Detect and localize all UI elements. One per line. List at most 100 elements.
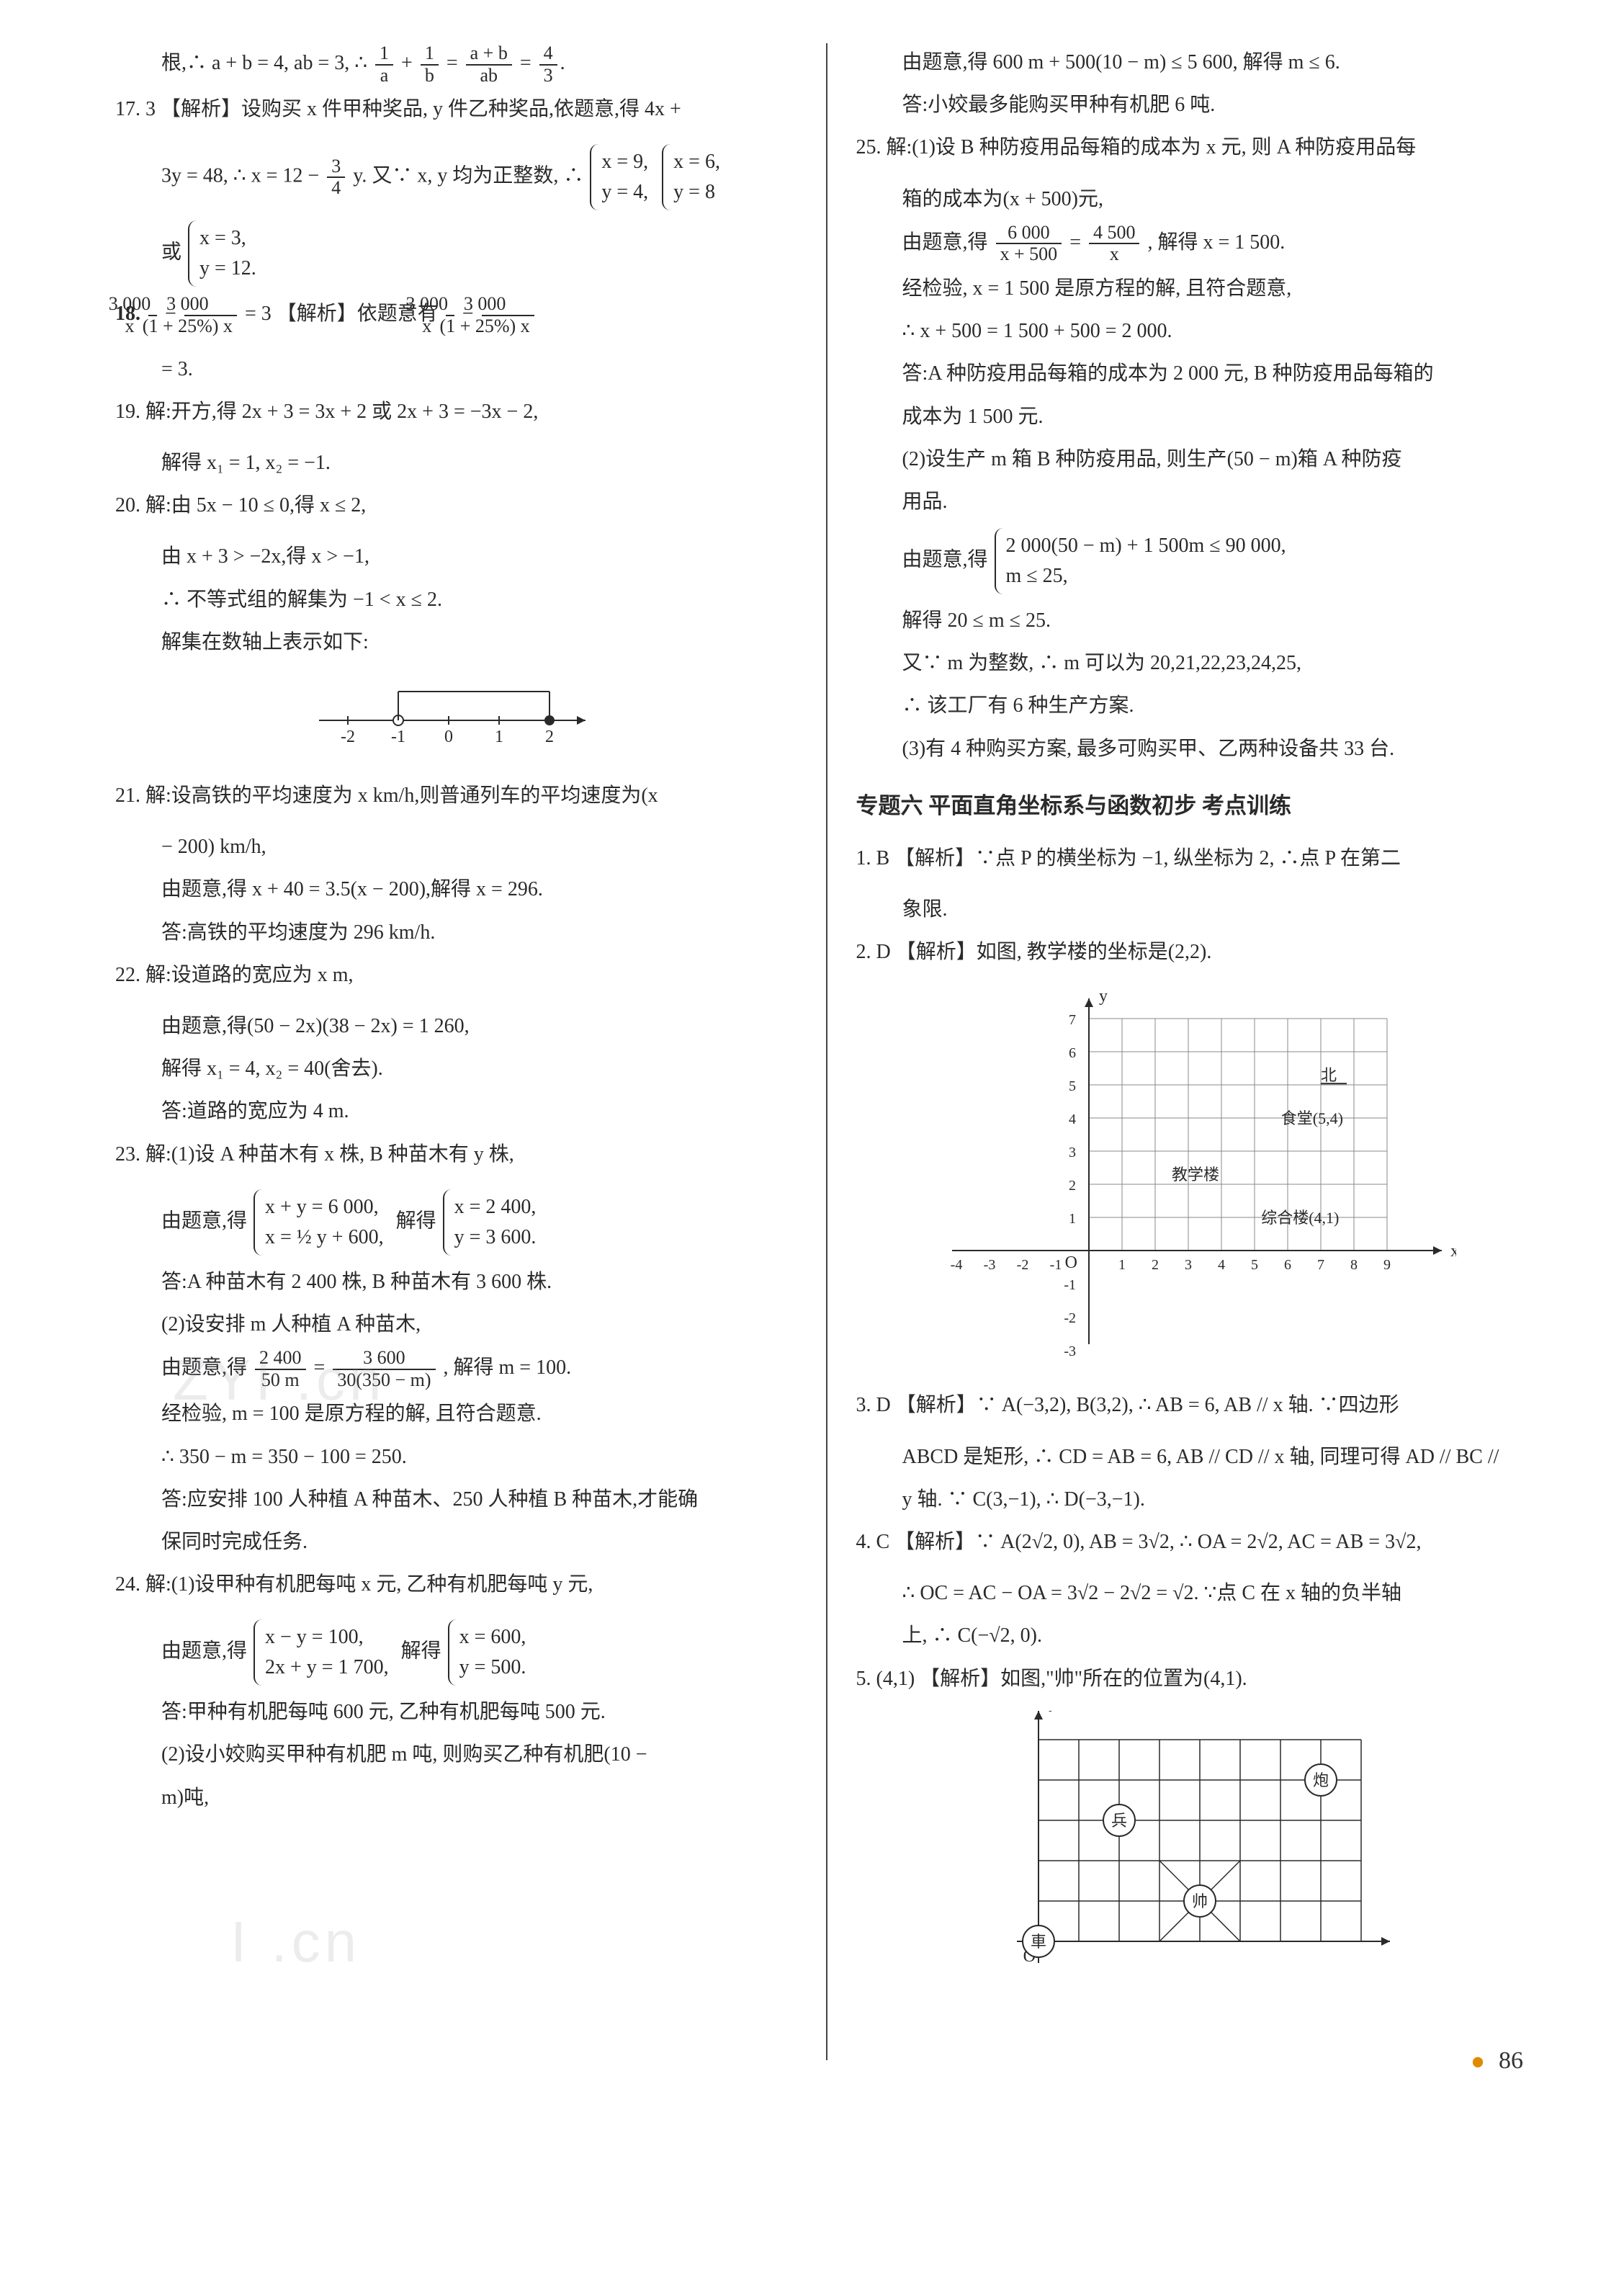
rq3b: ABCD 是矩形, ∴ CD = AB = 6, AB // CD // x 轴… [856, 1438, 1538, 1476]
system: x = 2 400,y = 3 600. [443, 1189, 542, 1256]
q21c: 由题意,得 x + 40 = 3.5(x − 200),解得 x = 296. [115, 870, 797, 908]
q17-line3: 或 x = 3,y = 12. [115, 218, 797, 290]
fraction: 43 [539, 43, 557, 86]
number-line-figure: -2 -1 0 1 2 [115, 670, 797, 762]
fraction: 2 40050 m [255, 1348, 306, 1390]
fraction: 3 000(1 + 25%) x [482, 294, 534, 336]
rq3: 3. D 【解析】∵ A(−3,2), B(3,2), ∴ AB = 6, AB… [856, 1386, 1538, 1424]
q22: 22. 解:设道路的宽应为 x m, [115, 956, 797, 994]
svg-text:8: 8 [1350, 1257, 1358, 1273]
fraction: 3 60030(350 − m) [333, 1348, 435, 1390]
svg-text:-2: -2 [341, 728, 355, 746]
svg-text:5: 5 [1069, 1078, 1076, 1094]
q23f-row: 由题意,得 2 40050 m = 3 60030(350 − m) , 解得 … [115, 1348, 797, 1390]
text: 解得 [401, 1640, 441, 1663]
q19b: 解得 x₁ = 1, x₂ = −1. [115, 444, 797, 482]
q25k-row: 由题意,得 2 000(50 − m) + 1 500m ≤ 90 000,m … [856, 525, 1538, 597]
svg-text:6: 6 [1069, 1045, 1076, 1061]
svg-text:-1: -1 [391, 728, 405, 746]
q23b-row: 由题意,得 x + y = 6 000,x = ½ y + 600, 解得 x … [115, 1186, 797, 1258]
q25m: 又∵ m 为整数, ∴ m 可以为 20,21,22,23,24,25, [856, 644, 1538, 682]
fraction: 4 500x [1089, 223, 1140, 265]
svg-text:0: 0 [444, 728, 453, 746]
system: x = 600,y = 500. [448, 1619, 532, 1686]
svg-text:-3: -3 [983, 1257, 995, 1273]
q24f: m)吨, [115, 1779, 797, 1817]
svg-text:综合楼(4,1): 综合楼(4,1) [1261, 1209, 1339, 1227]
q20d: 解集在数轴上表示如下: [115, 623, 797, 661]
svg-text:7: 7 [1069, 1012, 1076, 1028]
svg-text:7: 7 [1317, 1257, 1324, 1273]
system: x + y = 6 000,x = ½ y + 600, [254, 1189, 390, 1256]
text: 3y = 48, ∴ x = 12 − [161, 165, 319, 187]
svg-text:1: 1 [1069, 1211, 1076, 1227]
q16-tail: 根,∴ a + b = 4, ab = 3, ∴ 1a + 1b = a + b… [115, 43, 797, 86]
text: 解得 [396, 1209, 436, 1232]
page-number: • 86 [1470, 2021, 1523, 2103]
svg-text:5: 5 [1251, 1257, 1258, 1273]
svg-text:車: 車 [1031, 1933, 1046, 1951]
page-number-value: 86 [1499, 2047, 1523, 2074]
q17: 17. 3 【解析】设购买 x 件甲种奖品, y 件乙种奖品,依题意,得 4x … [115, 90, 797, 128]
rq5: 5. (4,1) 【解析】如图,"帅"所在的位置为(4,1). [856, 1660, 1538, 1698]
q23e: (2)设安排 m 人种植 A 种苗木, [115, 1305, 797, 1343]
q25f: ∴ x + 500 = 1 500 + 500 = 2 000. [856, 312, 1538, 350]
svg-text:1: 1 [495, 728, 503, 746]
svg-text:2: 2 [1152, 1257, 1159, 1273]
svg-text:2: 2 [545, 728, 554, 746]
q25o: (3)有 4 种购买方案, 最多可购买甲、乙两种设备共 33 台. [856, 730, 1538, 768]
svg-text:教学楼: 教学楼 [1172, 1166, 1219, 1184]
q25i: (2)设生产 m 箱 B 种防疫用品, 则生产(50 − m)箱 A 种防疫 [856, 440, 1538, 478]
svg-text:4: 4 [1069, 1112, 1076, 1127]
svg-text:北: 北 [1321, 1066, 1337, 1084]
rq4c: 上, ∴ C(−√2, 0). [856, 1616, 1538, 1655]
fraction: 6 000x + 500 [996, 223, 1062, 265]
svg-text:帅: 帅 [1192, 1892, 1208, 1910]
q23k: 保同时完成任务. [115, 1523, 797, 1561]
rq1: 1. B 【解析】∵点 P 的横坐标为 −1, 纵坐标为 2, ∴点 P 在第二 [856, 839, 1538, 877]
q23d: 答:A 种苗木有 2 400 株, B 种苗木有 3 600 株. [115, 1263, 797, 1301]
q25l: 解得 20 ≤ m ≤ 25. [856, 601, 1538, 640]
svg-text:2: 2 [1069, 1178, 1076, 1194]
r24h: 答:小姣最多能购买甲种有机肥 6 吨. [856, 86, 1538, 124]
rq4: 4. C 【解析】∵ A(2√2, 0), AB = 3√2, ∴ OA = 2… [856, 1523, 1538, 1561]
right-column: 由题意,得 600 m + 500(10 − m) ≤ 5 600, 解得 m … [827, 43, 1567, 2060]
fraction: a + bab [466, 43, 512, 86]
system: x = 6,y = 8 [662, 144, 726, 210]
svg-text:y: y [1049, 1711, 1057, 1712]
svg-text:-2: -2 [1016, 1257, 1028, 1273]
q25h: 成本为 1 500 元. [856, 398, 1538, 436]
q24e: (2)设小姣购买甲种有机肥 m 吨, 则购买乙种有机肥(10 − [115, 1735, 797, 1774]
q23i: ∴ 350 − m = 350 − 100 = 250. [115, 1438, 797, 1476]
text: , 解得 m = 100. [444, 1356, 572, 1379]
svg-text:3: 3 [1185, 1257, 1192, 1273]
svg-text:兵: 兵 [1111, 1812, 1127, 1830]
rq2: 2. D 【解析】如图, 教学楼的坐标是(2,2). [856, 933, 1538, 971]
svg-text:6: 6 [1284, 1257, 1291, 1273]
q19: 19. 解:开方,得 2x + 3 = 3x + 2 或 2x + 3 = −3… [115, 393, 797, 431]
r24g: 由题意,得 600 m + 500(10 − m) ≤ 5 600, 解得 m … [856, 43, 1538, 81]
text: 或 [161, 241, 181, 264]
q25g: 答:A 种防疫用品每箱的成本为 2 000 元, B 种防疫用品每箱的 [856, 354, 1538, 393]
q18: 18. 3 000x − 3 000(1 + 25%) x = 3 【解析】依题… [115, 294, 797, 336]
q25b: 箱的成本为(x + 500)元, [856, 180, 1538, 218]
q24b-row: 由题意,得 x − y = 100,2x + y = 1 700, 解得 x =… [115, 1616, 797, 1689]
rq4b: ∴ OC = AC − OA = 3√2 − 2√2 = √2. ∵点 C 在 … [856, 1574, 1538, 1612]
svg-text:3: 3 [1069, 1145, 1076, 1160]
fraction: 3 000(1 + 25%) x [184, 294, 237, 336]
coordinate-grid-figure: xyO-4-3-2-1123456789-3-2-11234567北食堂(5,4… [856, 984, 1538, 1372]
rq1b: 象限. [856, 890, 1538, 929]
chess-grid-figure: xyO炮兵帅車 [856, 1711, 1538, 1998]
text: 17. 3 【解析】设购买 x 件甲种奖品, y 件乙种奖品,依题意,得 4x … [115, 98, 681, 120]
q21: 21. 解:设高铁的平均速度为 x km/h,则普通列车的平均速度为(x [115, 777, 797, 815]
q22c: 解得 x₁ = 4, x₂ = 40(舍去). [115, 1050, 797, 1088]
text: 由题意,得 [902, 231, 988, 254]
q22b: 由题意,得(50 − 2x)(38 − 2x) = 1 260, [115, 1007, 797, 1045]
svg-text:-3: -3 [1064, 1343, 1076, 1359]
svg-text:-1: -1 [1049, 1257, 1062, 1273]
fraction: 34 [327, 156, 345, 199]
q20c: ∴ 不等式组的解集为 −1 < x ≤ 2. [115, 581, 797, 619]
text: 由题意,得 [161, 1640, 247, 1663]
q22d: 答:道路的宽应为 4 m. [115, 1092, 797, 1130]
system: x − y = 100,2x + y = 1 700, [254, 1619, 395, 1686]
